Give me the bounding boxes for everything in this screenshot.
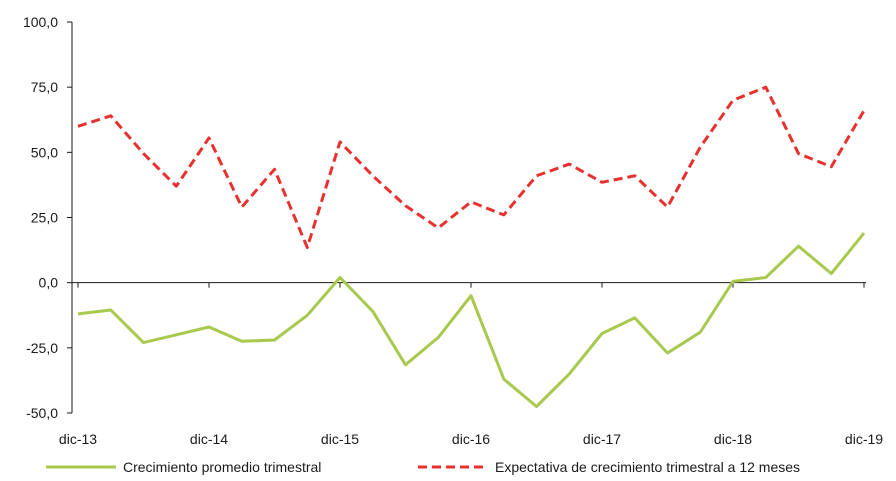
legend-label-2: Expectativa de crecimiento trimestral a … — [495, 459, 800, 475]
legend-label-1: Crecimiento promedio trimestral — [123, 459, 321, 475]
x-tick-label: dic-15 — [321, 431, 359, 447]
x-tick-label: dic-17 — [583, 431, 621, 447]
y-tick-label: 50,0 — [31, 144, 58, 160]
y-tick-label: 0,0 — [39, 275, 59, 291]
y-tick-label: 25,0 — [31, 210, 58, 226]
x-tick-label: dic-13 — [59, 431, 97, 447]
x-tick-label: dic-14 — [190, 431, 228, 447]
x-tick-label: dic-16 — [452, 431, 490, 447]
series-line-2 — [77, 85, 866, 249]
y-tick-label: -50,0 — [26, 405, 58, 421]
x-tick-label: dic-18 — [714, 431, 752, 447]
series-line-1 — [77, 232, 866, 408]
y-tick-label: -25,0 — [26, 340, 58, 356]
y-tick-label: 75,0 — [31, 79, 58, 95]
legend: Crecimiento promedio trimestral Expectati… — [46, 459, 800, 475]
series-lines — [77, 85, 866, 408]
y-tick-label: 100,0 — [23, 14, 58, 30]
x-axis: dic-13 dic-14 dic-15 dic-16 dic-17 dic-18 dic-… — [59, 282, 883, 447]
y-axis: -50,0 -25,0 0,0 25,0 50,0 75,0 100,0 — [23, 14, 73, 421]
x-tick-label: dic-19 — [845, 431, 883, 447]
